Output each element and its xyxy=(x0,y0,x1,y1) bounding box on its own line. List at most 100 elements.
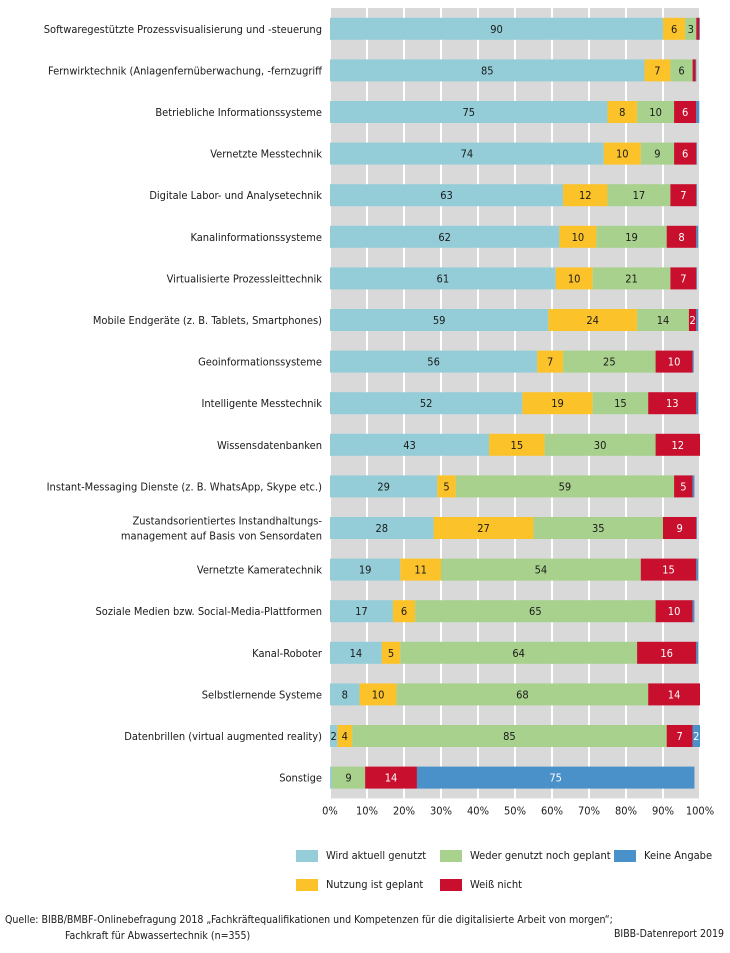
bar-value-label: 6 xyxy=(678,64,684,77)
bar-value-label: 17 xyxy=(633,189,646,202)
bar-value-label: 19 xyxy=(551,397,564,410)
bar-value-label: 2 xyxy=(689,314,695,327)
bar-value-label: 64 xyxy=(512,647,525,660)
bar-segment xyxy=(696,267,698,290)
bar-value-label: 14 xyxy=(350,647,363,660)
bar-value-label: 6 xyxy=(682,148,688,161)
bar-segment xyxy=(644,59,671,82)
bar-segment xyxy=(533,517,663,539)
bar-segment xyxy=(441,558,641,581)
bar-segment xyxy=(337,725,353,747)
x-axis-ticks: 0% 10% 20% 30% 40% 50% 60% 70% 80% 90% 100% xyxy=(322,804,714,817)
legend-item-aktuell: Wird aktuell genutzt xyxy=(296,849,426,862)
bar-value-label: 9 xyxy=(654,148,660,161)
bar-segment xyxy=(666,225,697,248)
category-label: Kanal-Roboter xyxy=(252,647,323,660)
bar-segment xyxy=(330,184,564,207)
category-label: Datenbrillen (virtual augmented reality) xyxy=(124,730,322,743)
bar-value-label: 10 xyxy=(668,605,681,618)
bar-segment xyxy=(692,475,695,498)
bar-value-label: 74 xyxy=(461,148,474,161)
bar-value-label: 10 xyxy=(572,231,585,244)
bar-value-label: 14 xyxy=(657,314,670,327)
category-label: Soziale Medien bzw. Social-Media-Plattfo… xyxy=(95,605,322,618)
bar-value-label: 62 xyxy=(438,231,451,244)
bar-value-label: 25 xyxy=(603,356,616,369)
bar-value-label: 6 xyxy=(682,106,688,119)
x-tick-label: 90% xyxy=(652,804,674,817)
bar-segment xyxy=(548,309,638,331)
bar-segment xyxy=(692,350,694,373)
bar-value-label: 15 xyxy=(511,439,524,452)
bar-value-label: 54 xyxy=(535,564,548,577)
bar-segment xyxy=(330,350,538,373)
legend-swatch xyxy=(614,849,636,862)
bar-segment xyxy=(559,225,597,248)
bar-value-label: 61 xyxy=(437,272,450,285)
category-label: Selbstlernende Systeme xyxy=(202,688,322,701)
bar-value-label: 5 xyxy=(443,480,449,493)
bar-segment xyxy=(392,600,416,623)
bar-segment xyxy=(352,725,667,747)
x-tick-label: 40% xyxy=(467,804,489,817)
bar-segment xyxy=(489,433,545,456)
bar-value-label: 10 xyxy=(616,148,629,161)
category-label: Wissensdatenbanken xyxy=(217,439,322,452)
legend-swatch xyxy=(440,849,462,862)
bar-value-label: 90 xyxy=(490,23,503,36)
x-tick-label: 10% xyxy=(356,804,378,817)
bar-segment xyxy=(433,517,534,539)
bar-segment xyxy=(648,683,700,706)
bar-segment xyxy=(674,101,697,123)
bar-segment xyxy=(563,350,656,373)
bar-value-label: 15 xyxy=(662,564,675,577)
category-label: Zustandsorientiertes Instandhaltungs- xyxy=(132,515,322,528)
bar-segment xyxy=(696,558,699,581)
bar-segment xyxy=(596,225,667,248)
category-label: Betriebliche Informationssysteme xyxy=(155,106,322,119)
bar-value-label: 27 xyxy=(477,522,490,535)
bar-segment xyxy=(381,641,401,664)
bar-value-label: 10 xyxy=(649,106,662,119)
bar-value-label: 12 xyxy=(672,439,685,452)
bar-value-label: 7 xyxy=(654,64,660,77)
bar-segment xyxy=(330,142,604,165)
bar-value-label: 10 xyxy=(668,356,681,369)
bar-segment xyxy=(331,766,366,789)
bar-segment xyxy=(674,475,693,498)
stacked-bar-chart: 90 6 385 7 675 8 10 674 10 9 663 12 17 762 10 19 861 10 21… xyxy=(44,8,714,817)
bar-segment xyxy=(696,225,699,248)
bar-value-label: 7 xyxy=(680,272,686,285)
bar-value-label: 7 xyxy=(547,356,553,369)
bar-segment xyxy=(696,101,700,123)
bar-segment xyxy=(674,142,697,165)
bar-segment xyxy=(400,558,441,581)
bar-segment xyxy=(330,267,556,290)
bar-segment xyxy=(330,433,490,456)
bar-value-label: 7 xyxy=(677,730,683,743)
legend-label: Weder genutzt noch geplant xyxy=(470,849,611,862)
bar-segment xyxy=(555,267,593,290)
x-tick-label: 20% xyxy=(393,804,415,817)
bar-segment xyxy=(637,641,697,664)
bar-segment xyxy=(670,59,693,82)
bar-segment xyxy=(437,475,456,498)
bar-value-label: 35 xyxy=(592,522,605,535)
bar-segment xyxy=(330,475,438,498)
bar-value-label: 2 xyxy=(331,730,337,743)
bar-segment xyxy=(696,392,699,415)
bar-segment xyxy=(455,475,675,498)
bar-segment xyxy=(655,433,700,456)
bar-segment xyxy=(637,101,675,123)
credit: BIBB-Datenreport 2019 xyxy=(613,928,724,940)
legend-label: Keine Angabe xyxy=(644,849,713,862)
legend-label: Weiß nicht xyxy=(470,878,522,891)
bar-segment xyxy=(330,517,434,539)
bar-segment xyxy=(330,392,523,415)
legend-swatch xyxy=(440,878,462,891)
bar-segment xyxy=(592,267,671,290)
legend-item-keine-angabe: Keine Angabe xyxy=(614,849,712,862)
bar-segment xyxy=(330,225,560,248)
bar-value-label: 6 xyxy=(401,605,407,618)
bar-segment xyxy=(685,17,697,40)
